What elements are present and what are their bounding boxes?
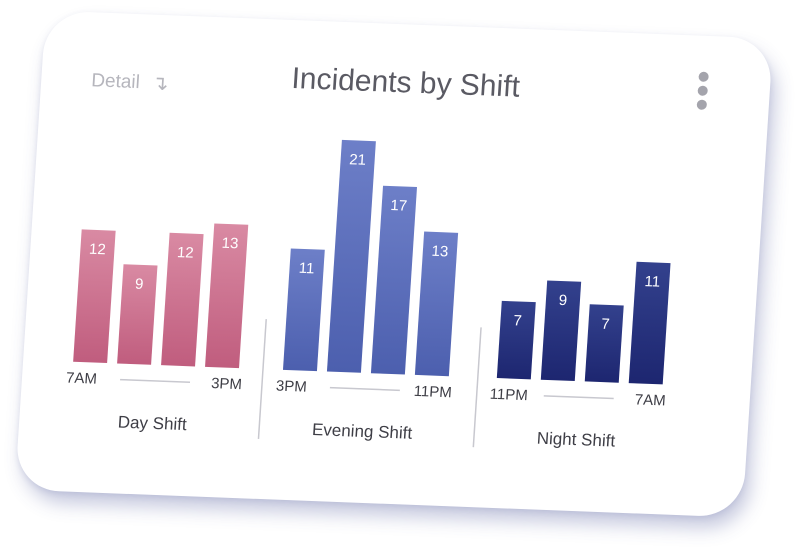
tick-label-end: 3PM <box>211 375 243 393</box>
bar-value-label: 7 <box>601 316 610 333</box>
bar-value-label: 7 <box>513 312 522 329</box>
group-divider <box>472 327 482 448</box>
bar-value-label: 11 <box>644 273 661 291</box>
bar-value-label: 17 <box>390 197 408 215</box>
bar-value-label: 13 <box>431 243 449 261</box>
axis-line <box>329 386 400 392</box>
bar-value-label: 9 <box>135 276 144 293</box>
bar-value-label: 12 <box>176 244 194 262</box>
bar-night-shift-1 <box>496 300 536 380</box>
tick-label-end: 11PM <box>413 383 452 401</box>
bar-night-shift-2 <box>540 280 582 382</box>
bar-value-label: 11 <box>298 260 315 278</box>
bar-evening-shift-2 <box>326 139 376 373</box>
bar-chart: 12 9 12 13 7AM 3PM Day Shift 11 21 17 13 3PM 11PM Eve… <box>66 139 671 451</box>
bar-night-shift-3 <box>584 304 624 383</box>
tick-label-start: 7AM <box>66 370 98 388</box>
bar-evening-shift-1 <box>282 248 325 372</box>
bar-value-label: 13 <box>221 235 239 253</box>
bar-day-shift-1 <box>73 229 116 364</box>
bar-day-shift-2 <box>117 264 158 365</box>
bar-day-shift-3 <box>161 232 204 367</box>
axis-line <box>543 395 614 400</box>
group-label: Evening Shift <box>311 420 413 443</box>
bar-night-shift-4 <box>628 261 671 385</box>
bar-evening-shift-3 <box>370 185 418 375</box>
tick-label-start: 11PM <box>489 386 528 404</box>
bar-value-label: 21 <box>349 151 367 169</box>
group-divider <box>257 319 267 439</box>
bar-value-label: 12 <box>89 241 107 259</box>
tick-label-start: 3PM <box>275 378 307 396</box>
axis-line <box>120 378 191 384</box>
group-label: Day Shift <box>117 413 187 435</box>
tick-label-end: 7AM <box>634 391 666 409</box>
bar-value-label: 9 <box>558 292 567 309</box>
group-label: Night Shift <box>536 429 616 451</box>
bar-day-shift-4 <box>205 223 249 369</box>
chart-card: Detail ↴ Incidents by Shift 12 9 12 13 7AM 3P… <box>14 10 774 518</box>
bar-evening-shift-4 <box>414 231 459 377</box>
